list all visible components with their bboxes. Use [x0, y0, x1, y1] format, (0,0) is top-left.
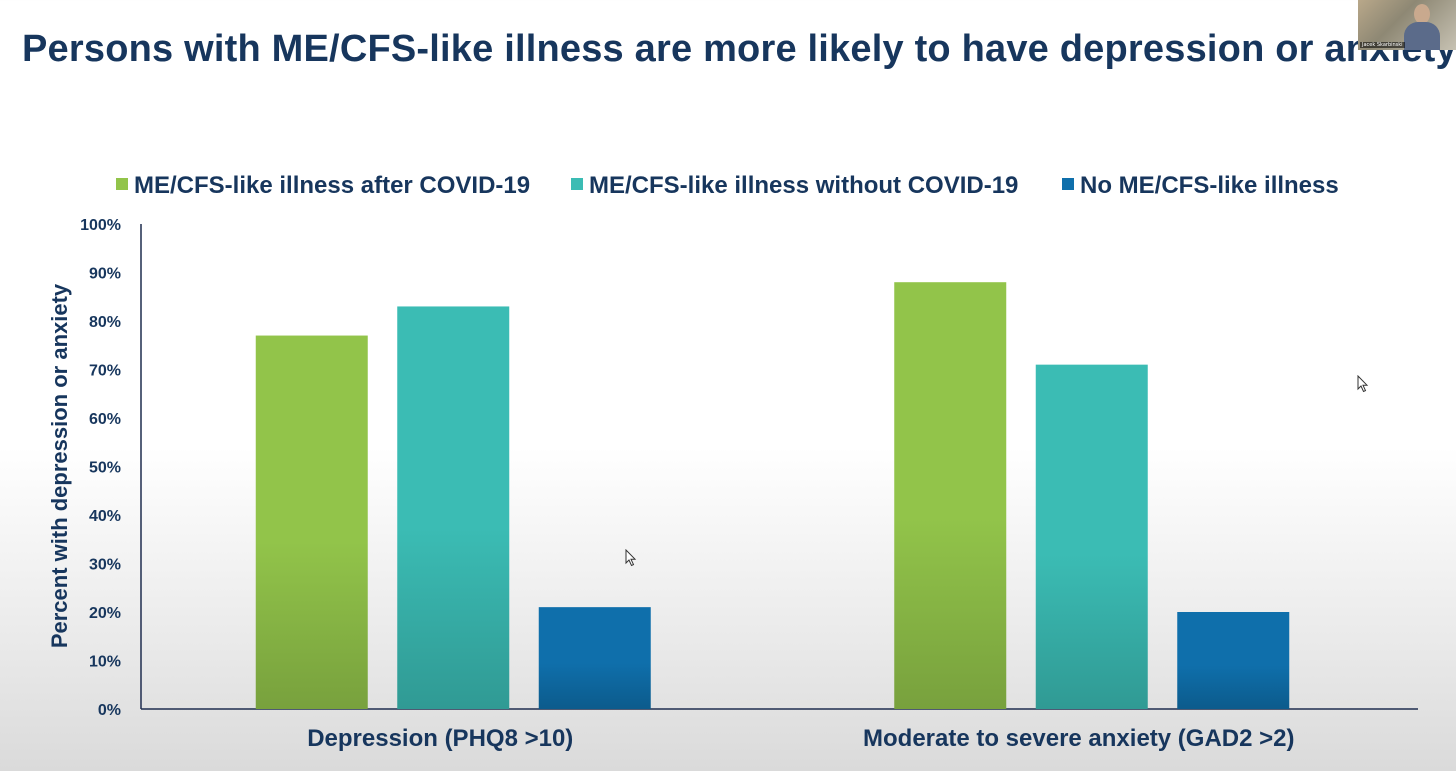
y-tick-label: 80% — [89, 314, 121, 331]
y-tick-label: 40% — [89, 508, 121, 525]
bar-2-series-3 — [1177, 612, 1290, 709]
legend-label: ME/CFS-like illness without COVID-19 — [589, 172, 1018, 199]
y-tick-label: 50% — [89, 460, 121, 477]
y-tick-label: 70% — [89, 363, 121, 380]
chart-legend: ME/CFS-like illness after COVID-19 ME/CFS… — [116, 172, 1339, 199]
y-tick-label: 10% — [89, 654, 121, 671]
x-category-labels: Depression (PHQ8 >10) Moderate to severe … — [307, 725, 1294, 752]
presenter-head — [1414, 4, 1430, 24]
bar-2-series-2 — [1035, 364, 1148, 709]
presenter-name-tag: Jacek Skarbinski — [1360, 42, 1405, 48]
mouse-cursor-icon — [625, 549, 637, 567]
y-tick-label: 100% — [80, 217, 121, 234]
legend-swatch — [1062, 178, 1074, 190]
presenter-webcam-thumbnail[interactable]: Jacek Skarbinski — [1358, 0, 1456, 50]
legend-swatch — [571, 178, 583, 190]
bar-1-series-1 — [255, 335, 368, 709]
y-tick-label: 0% — [98, 702, 121, 719]
y-tick-label: 20% — [89, 605, 121, 622]
mouse-cursor-icon — [1357, 375, 1369, 393]
legend-item: No ME/CFS-like illness — [1062, 172, 1339, 199]
legend-item: ME/CFS-like illness after COVID-19 — [116, 172, 530, 199]
x-category-label: Depression (PHQ8 >10) — [307, 725, 573, 752]
presenter-body — [1404, 22, 1440, 50]
bar-1-series-2 — [397, 306, 510, 709]
bar-2-series-1 — [894, 282, 1007, 709]
y-tick-label: 90% — [89, 266, 121, 283]
y-axis-label: Percent with depression or anxiety — [47, 283, 72, 648]
y-tick-labels: 0% 10% 20% 30% 40% 50% 60% 70% 80% 90% 100% — [80, 217, 121, 719]
chart-bars — [255, 282, 1290, 709]
y-tick-label: 60% — [89, 411, 121, 428]
slide-title: Persons with ME/CFS-like illness are mor… — [22, 28, 1456, 70]
legend-swatch — [116, 178, 128, 190]
x-category-label: Moderate to severe anxiety (GAD2 >2) — [863, 725, 1295, 752]
legend-item: ME/CFS-like illness without COVID-19 — [571, 172, 1018, 199]
y-tick-label: 30% — [89, 557, 121, 574]
legend-label: No ME/CFS-like illness — [1080, 172, 1339, 199]
legend-label: ME/CFS-like illness after COVID-19 — [134, 172, 530, 199]
bar-1-series-3 — [538, 607, 651, 709]
